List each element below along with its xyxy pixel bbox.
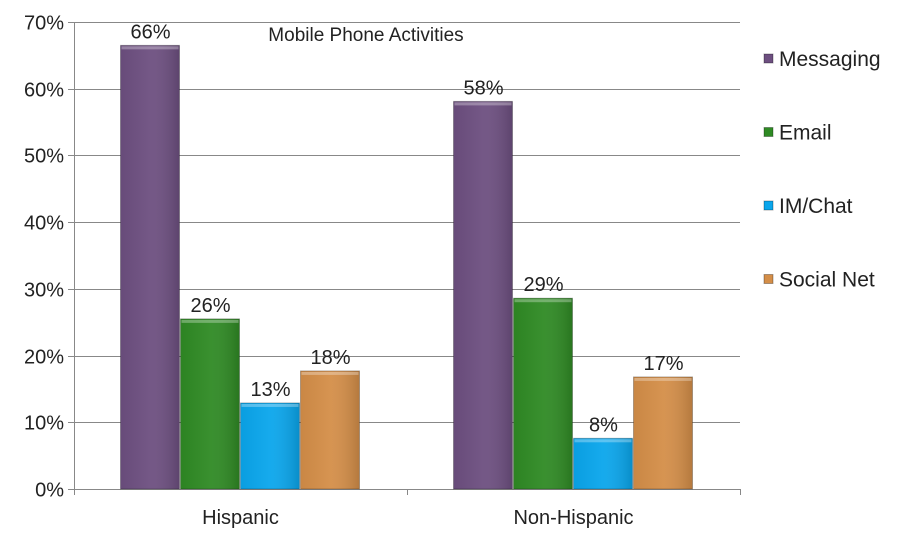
bar-shading <box>120 45 180 489</box>
bar-shading <box>513 298 573 489</box>
data-label: 26% <box>190 295 230 317</box>
legend-label: IM/Chat <box>779 195 853 218</box>
data-label: 17% <box>643 353 683 375</box>
bar-bevel <box>181 319 239 323</box>
y-tick-label: 70% <box>24 13 64 35</box>
y-tick-label: 60% <box>24 80 64 102</box>
legend-label: Email <box>779 122 832 145</box>
x-tick-label: Hispanic <box>202 507 279 529</box>
bar-bevel <box>454 102 512 106</box>
legend-label: Social Net <box>779 269 875 292</box>
bar-shading <box>180 318 240 489</box>
legend-swatch <box>763 127 774 137</box>
legend-swatch <box>763 53 774 64</box>
legend-label: Messaging <box>779 48 881 71</box>
y-tick-label: 50% <box>24 146 64 168</box>
data-label: 18% <box>310 347 350 369</box>
bar-bevel <box>514 299 572 303</box>
bar-shading <box>453 101 513 489</box>
data-label: 66% <box>130 21 170 43</box>
bar-shading <box>240 402 300 489</box>
legend-swatch <box>763 274 774 284</box>
bar-bevel <box>301 371 359 375</box>
bar-shading <box>573 438 633 489</box>
bar-bevel <box>634 377 692 381</box>
y-tick-label: 20% <box>24 347 64 369</box>
bar-bevel <box>241 403 299 407</box>
legend-swatch <box>763 200 774 211</box>
y-tick-label: 30% <box>24 280 64 302</box>
data-label: 8% <box>589 414 618 436</box>
data-label: 58% <box>463 77 503 99</box>
y-tick-label: 0% <box>35 480 64 502</box>
bar-bevel <box>121 46 179 50</box>
bar-shading <box>300 370 360 489</box>
chart-title: Mobile Phone Activities <box>268 25 463 46</box>
data-label: 13% <box>250 379 290 401</box>
y-tick-label: 10% <box>24 413 64 435</box>
x-tick-label: Non-Hispanic <box>513 507 633 529</box>
y-tick-label: 40% <box>24 213 64 235</box>
bar-bevel <box>574 439 632 443</box>
data-label: 29% <box>523 274 563 296</box>
bar-shading <box>633 376 693 489</box>
